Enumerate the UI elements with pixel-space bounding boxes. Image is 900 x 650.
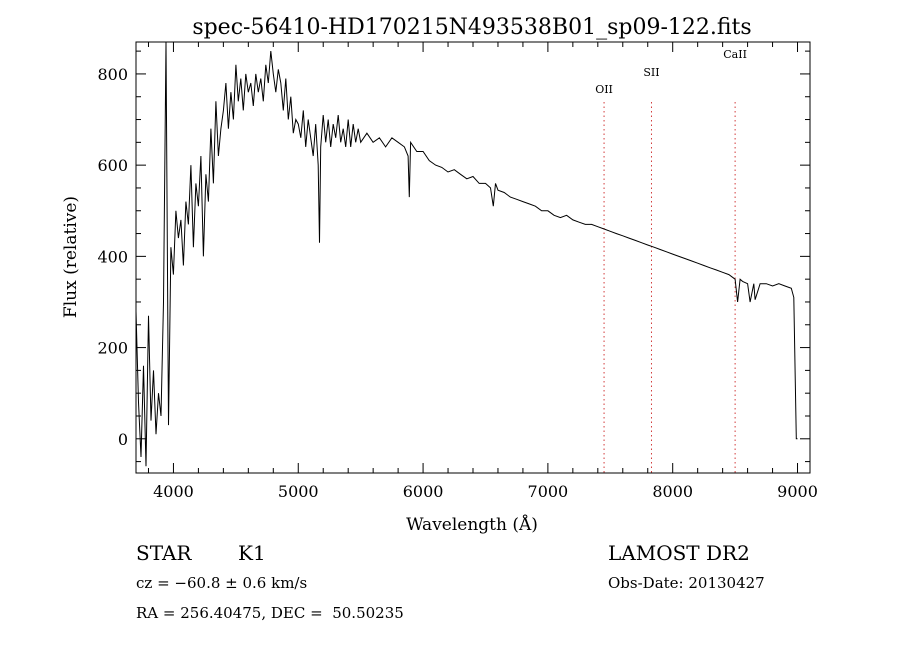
x-tick-label: 5000 (278, 482, 319, 501)
survey-name: LAMOST DR2 (608, 541, 750, 565)
line-marker-label: OII (595, 83, 613, 96)
x-axis-label: Wavelength (Å) (406, 514, 538, 535)
x-tick-label: 4000 (153, 482, 194, 501)
x-tick-label: 8000 (652, 482, 693, 501)
redshift-value: cz = −60.8 ± 0.6 km/s (136, 574, 308, 592)
y-tick-label: 200 (97, 339, 128, 358)
y-axis-label: Flux (relative) (61, 196, 81, 318)
object-class: STAR (136, 541, 192, 565)
y-tick-label: 400 (97, 247, 128, 266)
line-marker-label: CaII (723, 48, 747, 61)
observation-date: Obs-Date: 20130427 (608, 574, 765, 592)
spectrum-line (135, 41, 798, 467)
x-tick-label: 7000 (528, 482, 569, 501)
x-tick-label: 6000 (403, 482, 444, 501)
chart-title: spec-56410-HD170215N493538B01_sp09-122.f… (192, 15, 751, 40)
line-marker-label: SII (643, 66, 659, 79)
plot-frame (135, 41, 811, 474)
y-tick-label: 0 (118, 430, 128, 449)
coordinates: RA = 256.40475, DEC = 50.50235 (136, 604, 404, 622)
object-subclass: K1 (238, 541, 266, 565)
x-tick-label: 9000 (777, 482, 818, 501)
y-tick-label: 800 (97, 65, 128, 84)
y-tick-label: 600 (97, 156, 128, 175)
